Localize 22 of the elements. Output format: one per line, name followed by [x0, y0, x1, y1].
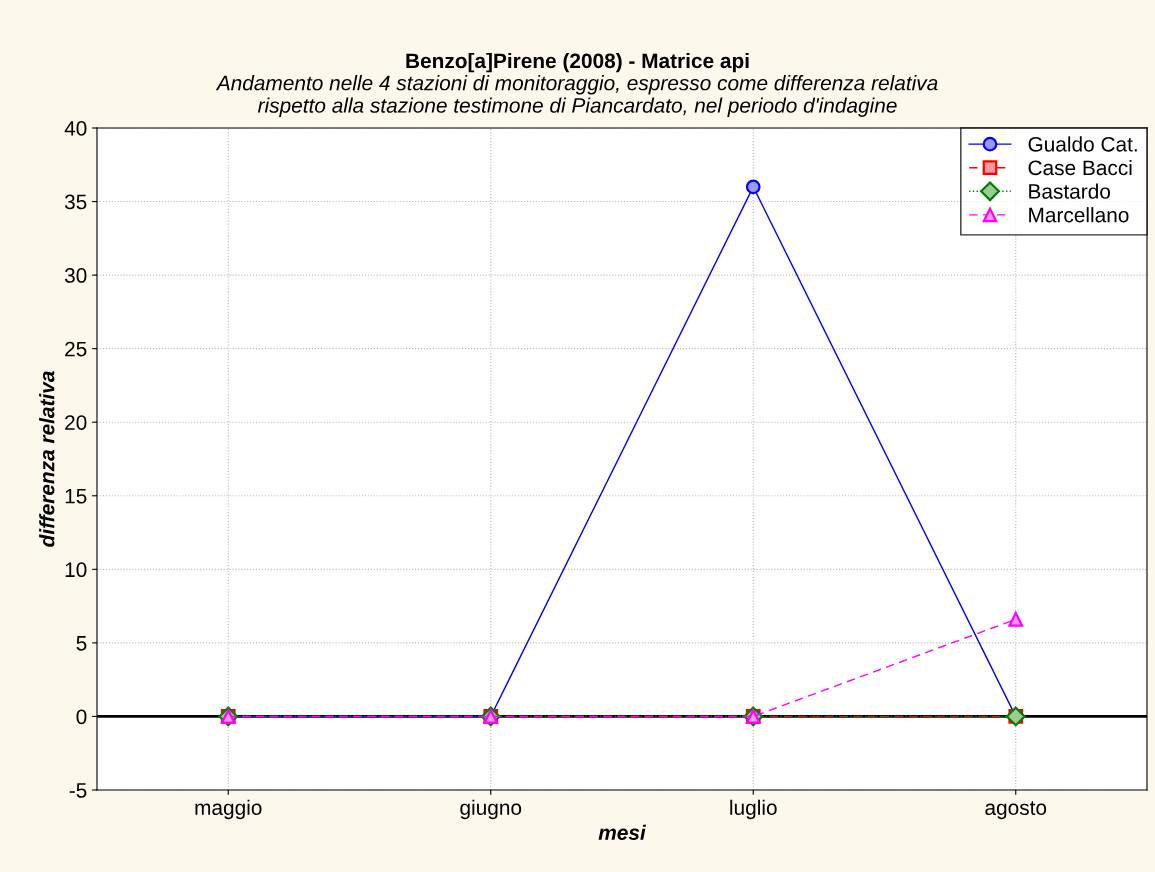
legend-label: Gualdo Cat.: [1028, 136, 1137, 152]
y-tick-label: 0: [76, 709, 87, 725]
y-tick-label: 10: [65, 562, 87, 578]
y-tick-label: -5: [69, 783, 87, 798]
x-tick-label: agosto: [985, 801, 1047, 820]
chart-subtitle: Andamento nelle 4 stazioni di monitoraggio, espresso come differenza relativa rispetto alla stazione testimone di Piancardato, nel periodo d'indagine: [215, 75, 938, 117]
y-tick-label: 20: [65, 415, 87, 430]
chart-title: Benzo[a]Pirene (2008) - Matrice api: [406, 52, 749, 73]
y-tick-label: 40: [64, 121, 87, 136]
x-tick-label: maggio: [195, 799, 262, 820]
x-axis-title: mesi: [598, 824, 647, 840]
y-tick-label: 35: [64, 194, 87, 210]
legend-label: Bastardo: [1029, 183, 1111, 199]
legend-label: Case Bacci: [1028, 159, 1132, 176]
y-axis-title: differenza relativa: [39, 371, 55, 547]
legend-label: Marcellano: [1029, 207, 1129, 223]
y-tick-label: 15: [65, 488, 87, 504]
y-tick-label: 25: [65, 341, 87, 357]
y-tick-label: 5: [76, 636, 87, 651]
x-tick-label: giugno: [460, 799, 522, 820]
y-tick-label: 30: [64, 268, 87, 283]
x-tick-label: luglio: [730, 799, 777, 820]
